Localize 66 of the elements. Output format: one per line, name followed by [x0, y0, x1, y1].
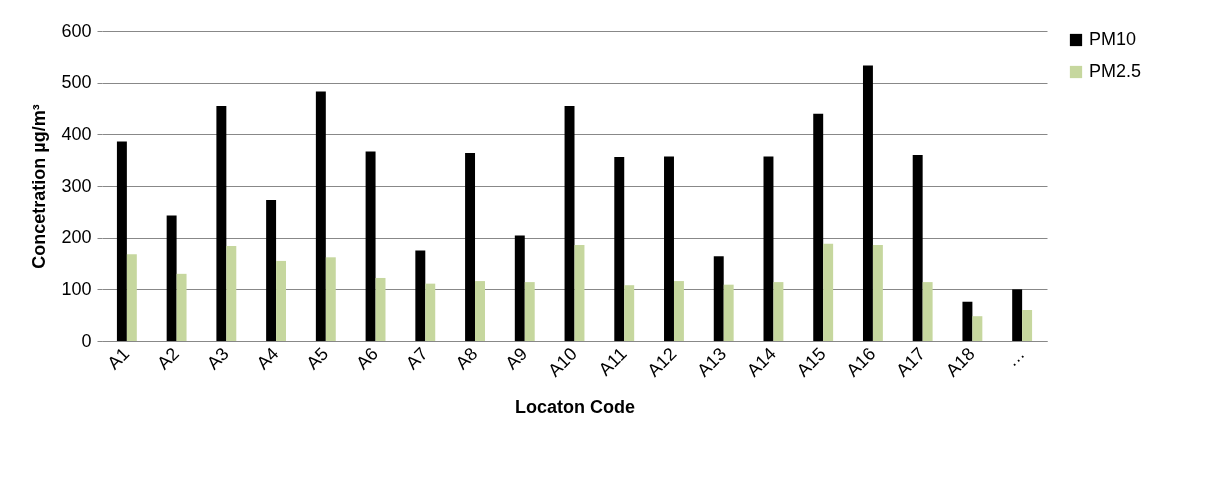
bar: [763, 156, 774, 341]
x-tick-label: A18: [941, 343, 979, 381]
bar: [365, 151, 376, 341]
bar: [524, 282, 535, 341]
x-tick-label: A9: [501, 343, 532, 374]
x-axis-title: Locaton Code: [515, 396, 635, 417]
x-tick-label: A2: [153, 343, 183, 374]
bar: [1022, 310, 1033, 341]
x-tick-label: A12: [643, 343, 681, 381]
bar: [862, 65, 873, 341]
bar: [673, 281, 684, 341]
bar: [1012, 289, 1023, 341]
bar: [823, 243, 834, 341]
y-axis-title: Concetration µg/m³: [29, 104, 50, 269]
x-tick-label: A16: [842, 343, 880, 381]
y-tick-label: 300: [61, 175, 92, 196]
bar: [962, 301, 973, 341]
y-tick-label: 600: [61, 20, 92, 41]
y-tick-label: 400: [61, 123, 92, 144]
x-tick-label: A8: [451, 343, 482, 374]
bar: [872, 244, 883, 341]
legend-label: PM10: [1089, 29, 1137, 49]
bar: [325, 257, 336, 341]
bar: [226, 245, 237, 341]
bar: [664, 156, 674, 341]
x-tick-label: A4: [252, 343, 283, 374]
bar: [415, 250, 426, 341]
x-tick-label: A7: [401, 343, 432, 374]
bar: [972, 316, 983, 341]
x-tick-label: A10: [544, 343, 581, 381]
x-tick-label: A13: [693, 343, 731, 381]
bar: [912, 155, 923, 341]
bar: [425, 283, 436, 341]
x-tick-label: A1: [103, 343, 134, 374]
x-tick-label: A5: [302, 343, 333, 374]
bar: [176, 273, 187, 341]
bar: [315, 91, 326, 341]
bar: [375, 277, 386, 341]
bar: [116, 141, 127, 341]
y-tick-label: 200: [61, 227, 92, 248]
bar: [514, 235, 525, 341]
bar: [564, 105, 575, 341]
x-tick-label: A6: [352, 343, 382, 374]
bar: [813, 113, 824, 341]
y-tick-label: 500: [61, 72, 92, 93]
bar: [126, 254, 137, 341]
bar: [574, 244, 585, 341]
legend-label: PM2.5: [1089, 61, 1142, 81]
bar: [276, 260, 287, 341]
y-tick-label: 0: [81, 330, 92, 351]
x-tick-label: …: [1001, 343, 1029, 371]
bar: [773, 282, 784, 341]
x-tick-label: A11: [594, 343, 631, 380]
bar: [166, 215, 177, 341]
x-tick-label: A3: [202, 343, 233, 374]
bar: [266, 199, 277, 341]
x-tick-label: A14: [743, 343, 780, 381]
bar: [922, 282, 933, 341]
bar: [475, 281, 485, 341]
bar: [614, 157, 625, 341]
bar: [624, 285, 635, 341]
bar: [723, 284, 734, 341]
bar: [216, 105, 227, 341]
bar: [713, 256, 724, 341]
y-tick-label: 100: [61, 278, 92, 299]
bar: [465, 152, 476, 341]
